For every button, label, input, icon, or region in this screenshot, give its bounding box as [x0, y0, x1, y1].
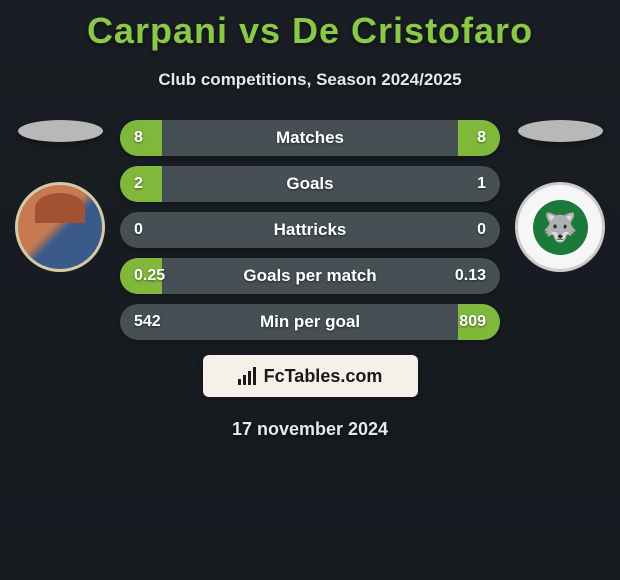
fctables-logo[interactable]: FcTables.com [203, 355, 418, 397]
page-title: Carpani vs De Cristofaro [0, 0, 620, 52]
stat-left-value: 2 [134, 175, 169, 193]
stat-row-min-per-goal: 542 Min per goal 809 [120, 304, 500, 340]
stat-left-value: 0 [134, 221, 169, 239]
left-shadow [18, 120, 103, 142]
right-badge-inner: 🐺 [533, 200, 588, 255]
stat-right-value: 0 [451, 221, 486, 239]
stat-row-matches: 8 Matches 8 [120, 120, 500, 156]
right-club-badge: 🐺 [515, 182, 605, 272]
stat-label: Matches [169, 128, 451, 148]
stat-label: Goals per match [169, 266, 451, 286]
stat-right-value: 809 [451, 313, 486, 331]
stat-right-value: 8 [451, 129, 486, 147]
stat-left-value: 0.25 [134, 267, 169, 285]
logo-text: FcTables.com [264, 366, 383, 387]
stat-label: Min per goal [169, 312, 451, 332]
stat-label: Goals [169, 174, 451, 194]
stats-column: 8 Matches 8 2 Goals 1 0 Hattricks 0 0.25… [110, 120, 510, 397]
stat-row-goals-per-match: 0.25 Goals per match 0.13 [120, 258, 500, 294]
stat-right-value: 1 [451, 175, 486, 193]
stat-left-value: 8 [134, 129, 169, 147]
left-club-column [10, 120, 110, 397]
stat-left-value: 542 [134, 313, 169, 331]
chart-icon [238, 367, 258, 385]
comparison-date: 17 november 2024 [0, 419, 620, 440]
right-club-column: 🐺 [510, 120, 610, 397]
subtitle: Club competitions, Season 2024/2025 [0, 70, 620, 90]
right-shadow [518, 120, 603, 142]
stat-label: Hattricks [169, 220, 451, 240]
comparison-content: 8 Matches 8 2 Goals 1 0 Hattricks 0 0.25… [0, 120, 620, 397]
stat-row-hattricks: 0 Hattricks 0 [120, 212, 500, 248]
stat-right-value: 0.13 [451, 267, 486, 285]
left-club-badge [15, 182, 105, 272]
stat-row-goals: 2 Goals 1 [120, 166, 500, 202]
